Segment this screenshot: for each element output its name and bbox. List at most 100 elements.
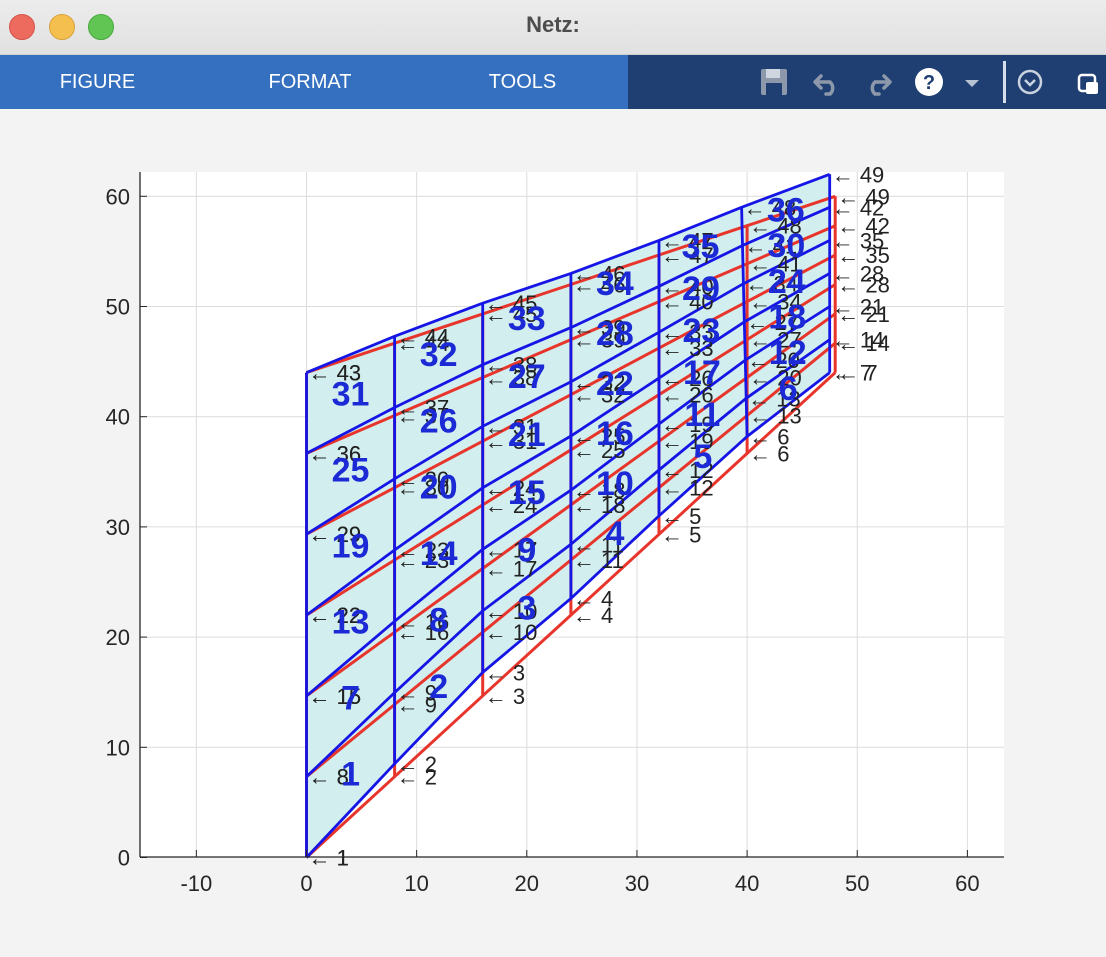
node-label-deformed: ← 41 [745,234,798,259]
deformed-row-line [305,338,831,778]
mesh-plot[interactable]: ← 1← 1← 8← 8← 15← 15← 22← 22← 29← 29← 36… [0,110,1106,952]
deformed-row-line [305,305,831,697]
element-label: 27 [508,358,546,396]
node-label-deformed: ← 21 [832,295,885,320]
element-label: 16 [596,415,634,453]
element-label: 12 [769,334,807,372]
element-fill [306,550,395,696]
node-label-undeformed: ← 26 [661,383,714,408]
node-label-deformed: ← 35 [832,228,885,253]
node-label-undeformed: ← 18 [573,493,626,518]
x-tick-label: -10 [180,871,212,896]
node-label-undeformed: ← 34 [749,290,802,315]
node-label-deformed: ← 14 [832,328,885,353]
element-label: 1 [341,756,360,794]
element-fill [659,283,745,379]
node-label-deformed: ← 36 [309,441,362,466]
x-tick-label: 30 [625,871,649,896]
tab-figure[interactable]: FIGURE [59,71,136,93]
element-fill [659,398,748,516]
element-label: 34 [596,265,634,303]
node-label-deformed: ← 33 [661,320,714,345]
node-label-undeformed: ← 3 [485,684,525,709]
dropdown-icon[interactable] [956,66,988,98]
node-label-undeformed: ← 13 [749,403,802,428]
window-title: Netz: [526,12,580,37]
element-fill [570,424,659,545]
node-label-undeformed: ← 48 [749,214,802,239]
node-label-deformed: ← 24 [485,476,538,501]
element-label: 23 [683,312,721,350]
node-label-undeformed: ← 24 [485,493,538,518]
node-label-undeformed: ← 22 [309,603,362,628]
figure-canvas: ← 1 ← 1 ← 8 ← 8 ← 15 ← 15 ← 22 ← 22 ← 29 ← 29 ← 36… [0,110,1106,952]
help-icon[interactable]: ? [913,66,945,98]
close-window-button[interactable] [9,14,35,40]
node-label-undeformed: ← 15 [309,684,362,709]
node-label-deformed: ← 43 [309,361,362,386]
node-label-deformed: ← 7 [832,361,872,386]
y-tick-label: 0 [118,846,130,871]
deformed-row-line [305,206,831,455]
node-label-undeformed: ← 35 [837,243,890,268]
element-label: 35 [682,228,720,266]
x-tick-label: 60 [955,871,979,896]
element-label: 31 [332,375,370,413]
element-label: 18 [768,298,806,336]
node-label-deformed: ← 44 [397,324,450,349]
node-label-undeformed: ← 46 [573,272,626,297]
node-label-undeformed: ← 40 [661,290,714,315]
grid [140,172,1004,857]
node-label-undeformed: ← 19 [661,429,714,454]
y-tick-label: 20 [106,625,130,650]
element-fill [306,407,395,535]
element-label: 11 [684,396,720,434]
element-fill [659,207,743,287]
y-tick-label: 30 [106,515,130,540]
x-tick-label: 10 [404,871,428,896]
node-label-undeformed: ← 21 [837,302,890,327]
undock-icon[interactable] [1072,66,1104,98]
tab-tools[interactable]: TOOLS [488,71,557,93]
node-label-undeformed: ← 27 [749,328,802,353]
undo-icon[interactable] [811,66,843,98]
node-label-deformed: ← 17 [485,537,538,562]
node-label-deformed: ← 18 [573,478,626,503]
x-tick-label: 40 [735,871,759,896]
node-label-undeformed: ← 37 [397,403,450,428]
node-label-undeformed: ← 47 [661,243,714,268]
deformed-row-line [305,371,831,859]
minimize-window-button[interactable] [49,14,75,40]
node-label-undeformed: ← 4 [573,603,613,628]
element-fill [659,360,747,470]
node-label-undeformed: ← 20 [749,366,802,391]
node-label-deformed: ← 8 [309,765,349,790]
redo-icon[interactable] [862,66,894,98]
deformed-row-line [305,172,831,374]
x-tick-label: 50 [845,871,869,896]
y-tick-label: 10 [106,735,130,760]
node-label-undeformed: ← 16 [397,620,450,645]
toolstrip: FIGURE FORMAT TOOLS ? [0,55,1106,109]
node-label-deformed: ← 31 [485,414,538,439]
toolstrip-tabs: FIGURE FORMAT TOOLS [0,55,628,109]
node-label-undeformed: ← 5 [661,522,701,547]
node-label-undeformed: ← 2 [397,765,437,790]
node-label-deformed: ← 10 [485,599,538,624]
maximize-window-button[interactable] [88,14,114,40]
deformed-row-line [305,272,831,617]
element-label: 28 [596,315,634,353]
tab-format[interactable]: FORMAT [268,71,352,93]
element-labels: 1234567891011121314151617181920212223242… [332,192,807,794]
element-label: 17 [683,354,721,392]
node-label-deformed: ← 27 [746,310,799,335]
node-label-deformed: ← 45 [485,291,538,316]
node-label-deformed: ← 34 [745,272,798,297]
element-label: 32 [420,336,458,374]
collapse-icon[interactable] [1014,66,1046,98]
element-label: 30 [767,227,805,265]
element-fills [306,174,830,858]
save-icon[interactable] [758,66,790,98]
element-fill [659,321,746,424]
node-label-undeformed: ← 12 [661,476,714,501]
